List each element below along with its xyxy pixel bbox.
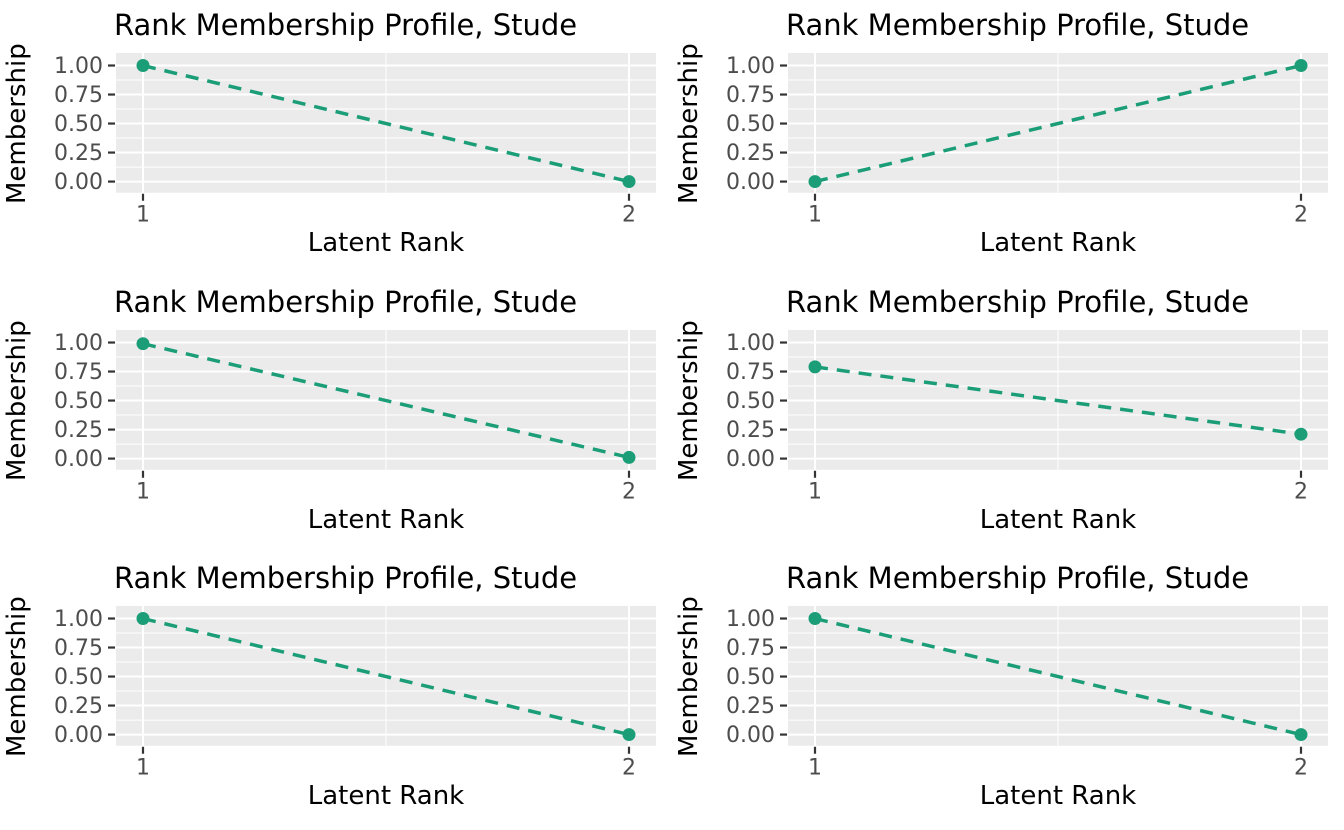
svg-text:1: 1 [136,756,150,781]
svg-text:0.25: 0.25 [54,141,103,166]
y-axis-label: Membership [674,43,704,205]
chart-title: Rank Membership Profile, Stude [114,561,578,596]
y-axis-label: Membership [674,320,704,482]
svg-text:1: 1 [808,479,822,504]
chart-canvas-5: 0.00 0.25 0.50 0.75 1.00 1 2 [54,606,656,781]
svg-text:1.00: 1.00 [54,607,103,632]
svg-text:0.50: 0.50 [726,112,775,137]
chart-title: Rank Membership Profile, Stude [114,8,578,42]
svg-text:0.50: 0.50 [54,112,103,137]
svg-text:0.75: 0.75 [726,360,775,385]
svg-text:0.50: 0.50 [726,665,775,690]
svg-text:1.00: 1.00 [726,54,775,79]
y-axis-label: Membership [674,596,704,758]
chart-panel-4: 0.00 0.25 0.50 0.75 1.00 1 2 Rank Membership P… [672,277,1344,554]
chart-panel-2: 0.00 0.25 0.50 0.75 1.00 1 2 Rank Membership P… [672,0,1344,277]
chart-panel-6: 0.00 0.25 0.50 0.75 1.00 1 2 Rank Membership P… [672,553,1344,830]
svg-text:1.00: 1.00 [726,607,775,632]
svg-text:0.25: 0.25 [726,141,775,166]
svg-text:1: 1 [136,203,150,228]
svg-text:1: 1 [136,479,150,504]
svg-text:0.50: 0.50 [54,665,103,690]
chart-title: Rank Membership Profile, Stude [786,284,1250,319]
svg-text:2: 2 [1294,203,1308,228]
svg-text:0.75: 0.75 [54,636,103,661]
svg-text:1: 1 [808,203,822,228]
svg-text:1.00: 1.00 [54,331,103,356]
x-axis-label: Latent Rank [307,504,465,535]
x-axis-label: Latent Rank [979,228,1137,258]
chart-canvas-2: 0.00 0.25 0.50 0.75 1.00 1 2 [726,52,1328,228]
svg-text:2: 2 [622,203,636,228]
chart-panel-3: 0.00 0.25 0.50 0.75 1.00 1 2 Rank Membership P… [0,277,672,554]
x-axis-label: Latent Rank [979,504,1137,535]
svg-text:1: 1 [808,756,822,781]
svg-text:2: 2 [622,479,636,504]
svg-text:0.50: 0.50 [726,389,775,414]
svg-text:0.75: 0.75 [54,83,103,108]
x-axis-label: Latent Rank [979,781,1137,812]
chart-canvas-4: 0.00 0.25 0.50 0.75 1.00 1 2 [726,329,1328,504]
x-axis-label: Latent Rank [307,228,465,258]
svg-text:0.75: 0.75 [726,83,775,108]
chart-title: Rank Membership Profile, Stude [786,8,1250,42]
svg-text:0.75: 0.75 [54,360,103,385]
svg-text:2: 2 [1294,756,1308,781]
x-axis-label: Latent Rank [307,781,465,812]
svg-text:0.00: 0.00 [54,447,103,472]
y-axis-label: Membership [2,43,32,205]
svg-text:0.25: 0.25 [54,694,103,719]
svg-text:2: 2 [1294,479,1308,504]
svg-text:0.25: 0.25 [726,418,775,443]
svg-text:0.75: 0.75 [726,636,775,661]
svg-text:0.00: 0.00 [54,170,103,195]
chart-canvas-3: 0.00 0.25 0.50 0.75 1.00 1 2 [54,329,656,504]
chart-panel-1: 0.00 0.25 0.50 0.75 1.00 1 2 Rank Membership P… [0,0,672,277]
chart-canvas-6: 0.00 0.25 0.50 0.75 1.00 1 2 [726,606,1328,781]
chart-title: Rank Membership Profile, Stude [114,284,578,319]
svg-text:0.00: 0.00 [726,447,775,472]
svg-text:0.00: 0.00 [54,723,103,748]
svg-text:0.25: 0.25 [726,694,775,719]
chart-canvas-1: 0.00 0.25 0.50 0.75 1.00 1 2 [54,52,656,228]
svg-text:0.00: 0.00 [726,170,775,195]
svg-text:1.00: 1.00 [54,54,103,79]
y-axis-label: Membership [2,320,32,482]
svg-text:1.00: 1.00 [726,331,775,356]
svg-text:0.25: 0.25 [54,418,103,443]
y-axis-label: Membership [2,596,32,758]
svg-text:0.00: 0.00 [726,723,775,748]
chart-panel-5: 0.00 0.25 0.50 0.75 1.00 1 2 Rank Membership P… [0,553,672,830]
svg-text:2: 2 [622,756,636,781]
svg-text:0.50: 0.50 [54,389,103,414]
chart-title: Rank Membership Profile, Stude [786,561,1250,596]
